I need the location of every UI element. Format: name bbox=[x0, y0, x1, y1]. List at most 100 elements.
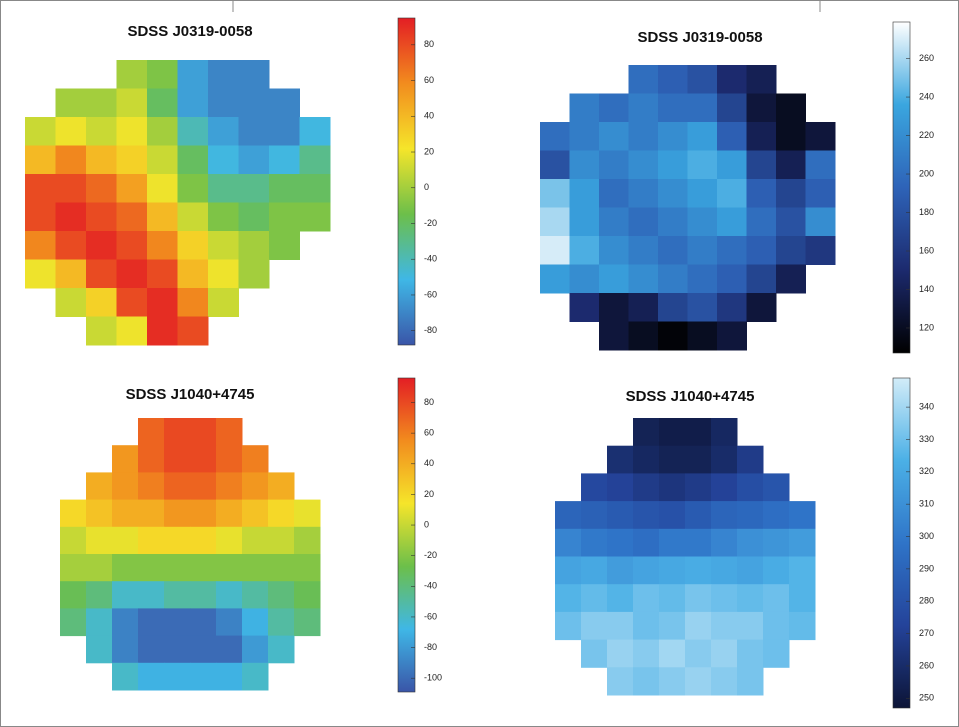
map-cell bbox=[746, 207, 777, 237]
map-cell bbox=[294, 554, 321, 582]
map-cell bbox=[658, 321, 688, 351]
map-cell bbox=[685, 556, 712, 585]
map-cell bbox=[60, 554, 87, 582]
map-cell bbox=[299, 145, 331, 175]
map-cell bbox=[190, 445, 217, 473]
map-cell bbox=[746, 293, 777, 322]
map-cell bbox=[299, 202, 331, 232]
map-cell bbox=[711, 556, 738, 585]
map-cell bbox=[717, 293, 747, 322]
map-cell bbox=[116, 174, 148, 203]
map-cell bbox=[659, 667, 686, 696]
colorbar-tick-label: -20 bbox=[424, 218, 437, 228]
map-cell bbox=[776, 264, 806, 294]
map-cell bbox=[685, 611, 712, 641]
colorbar-tick-label: 270 bbox=[919, 628, 934, 638]
map-cell bbox=[685, 501, 712, 530]
map-cell bbox=[633, 501, 660, 530]
map-cell bbox=[658, 150, 688, 180]
map-cell bbox=[147, 259, 178, 289]
map-cell bbox=[216, 662, 243, 691]
map-cell bbox=[687, 93, 718, 123]
colorbar-tick-label: -20 bbox=[424, 550, 437, 560]
map-cell bbox=[607, 584, 634, 613]
colorbar-tick-label: 300 bbox=[919, 531, 934, 541]
colorbar bbox=[892, 21, 911, 354]
colorbar-tick-label: -40 bbox=[424, 581, 437, 591]
colorbar-tick-label: 180 bbox=[919, 207, 934, 217]
colorbar-tick-label: 80 bbox=[424, 397, 434, 407]
map-cell bbox=[607, 445, 634, 474]
map-cell bbox=[55, 117, 87, 146]
map-cell bbox=[746, 65, 777, 94]
map-cell bbox=[116, 88, 148, 118]
map-cell bbox=[190, 662, 217, 691]
map-cell bbox=[242, 445, 269, 473]
map-cell bbox=[607, 501, 634, 530]
map-cell bbox=[208, 174, 239, 203]
map-cell bbox=[746, 236, 777, 265]
map-cell bbox=[737, 584, 764, 613]
map-cell bbox=[737, 528, 764, 557]
map-cell bbox=[658, 264, 688, 294]
map-cell bbox=[607, 667, 634, 696]
map-cell bbox=[763, 528, 790, 557]
map-cell bbox=[216, 554, 243, 582]
map-cell bbox=[659, 639, 686, 668]
map-cell bbox=[242, 608, 269, 637]
colorbar bbox=[397, 377, 416, 693]
map-cell bbox=[746, 122, 777, 151]
map-cell bbox=[177, 259, 209, 289]
map-cell bbox=[633, 584, 660, 613]
colorbar-tick-label: 250 bbox=[919, 693, 934, 703]
map-cell bbox=[737, 445, 764, 474]
map-cell bbox=[138, 554, 165, 582]
map-cell bbox=[238, 60, 270, 89]
map-cell bbox=[112, 608, 139, 637]
map-cell bbox=[659, 418, 686, 447]
map-cell bbox=[658, 236, 688, 265]
map-cell bbox=[268, 635, 295, 664]
map-cell bbox=[216, 635, 243, 664]
map-cell bbox=[116, 316, 148, 346]
map-cell bbox=[242, 635, 269, 664]
map-cell bbox=[633, 473, 660, 502]
map-cell bbox=[659, 556, 686, 585]
map-cell bbox=[112, 581, 139, 609]
map-cell bbox=[763, 556, 790, 585]
map-cell bbox=[216, 608, 243, 637]
colorbar-tick-label: 200 bbox=[919, 168, 934, 178]
map-cell bbox=[147, 231, 178, 260]
map-cell bbox=[685, 528, 712, 557]
map-cell bbox=[177, 316, 209, 346]
map-cell bbox=[190, 554, 217, 582]
colorbar-tick-label: -60 bbox=[424, 289, 437, 299]
map-cell bbox=[776, 122, 806, 151]
map-cell bbox=[294, 581, 321, 609]
map-cell bbox=[208, 88, 239, 118]
colorbar-tick-label: 240 bbox=[919, 91, 934, 101]
map-cell bbox=[238, 202, 270, 232]
map-cell bbox=[711, 667, 738, 696]
map-cell bbox=[164, 472, 191, 501]
map-title: SDSS J0319-0058 bbox=[637, 29, 762, 46]
colorbar-tick-label: 220 bbox=[919, 130, 934, 140]
map-cell bbox=[711, 501, 738, 530]
map-cell bbox=[555, 528, 582, 557]
map-cell bbox=[599, 122, 629, 151]
map-cell bbox=[717, 207, 747, 237]
map-cell bbox=[607, 528, 634, 557]
map-cell bbox=[685, 473, 712, 502]
map-cell bbox=[294, 499, 321, 528]
map-cell bbox=[190, 418, 217, 446]
map-cell bbox=[138, 635, 165, 664]
map-cell bbox=[138, 526, 165, 555]
map-cell bbox=[711, 639, 738, 668]
map-cell bbox=[776, 207, 806, 237]
map-cell bbox=[717, 264, 747, 294]
map-cell bbox=[60, 608, 87, 637]
map-cell bbox=[55, 145, 87, 175]
map-cell bbox=[633, 445, 660, 474]
map-cell bbox=[268, 608, 295, 637]
map-cell bbox=[687, 321, 718, 351]
